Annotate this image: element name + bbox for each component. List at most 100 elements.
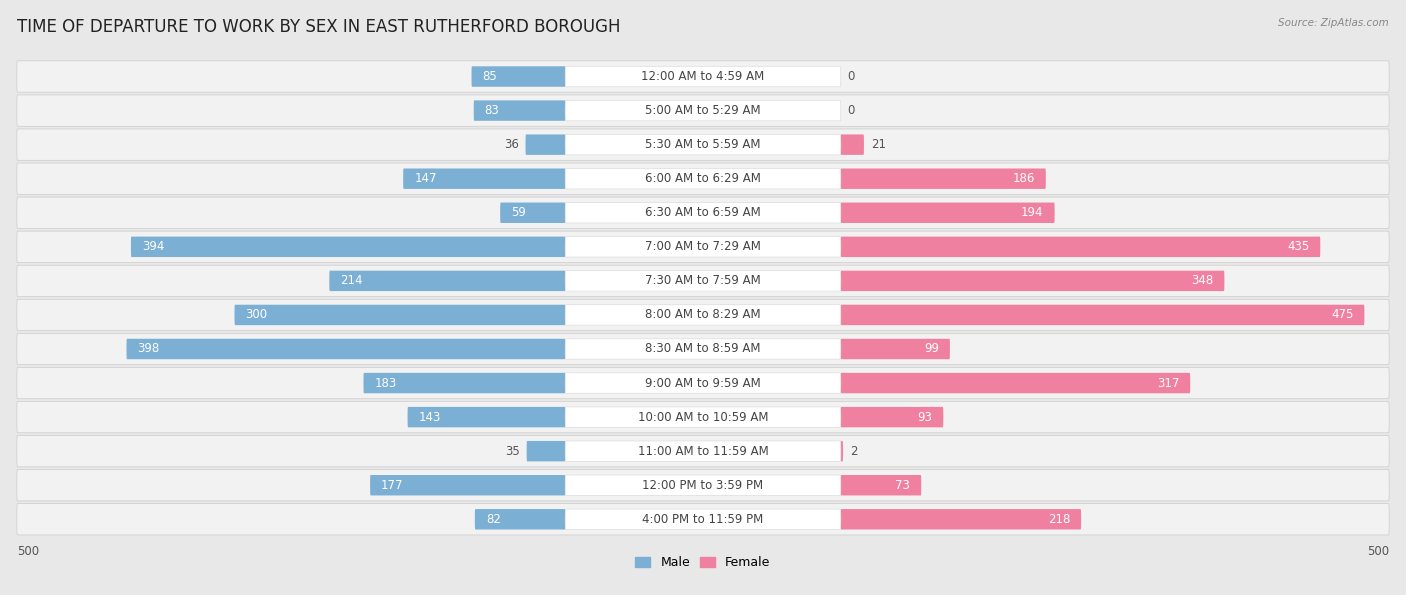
FancyBboxPatch shape bbox=[841, 271, 1225, 291]
Text: 8:30 AM to 8:59 AM: 8:30 AM to 8:59 AM bbox=[645, 343, 761, 355]
FancyBboxPatch shape bbox=[475, 509, 565, 530]
FancyBboxPatch shape bbox=[841, 202, 1054, 223]
FancyBboxPatch shape bbox=[17, 231, 1389, 262]
Text: 394: 394 bbox=[142, 240, 165, 253]
Text: 12:00 AM to 4:59 AM: 12:00 AM to 4:59 AM bbox=[641, 70, 765, 83]
FancyBboxPatch shape bbox=[565, 66, 841, 87]
Text: 143: 143 bbox=[419, 411, 441, 424]
Text: 7:30 AM to 7:59 AM: 7:30 AM to 7:59 AM bbox=[645, 274, 761, 287]
Text: 99: 99 bbox=[924, 343, 939, 355]
Text: 21: 21 bbox=[870, 138, 886, 151]
FancyBboxPatch shape bbox=[841, 407, 943, 427]
FancyBboxPatch shape bbox=[235, 305, 565, 325]
FancyBboxPatch shape bbox=[841, 509, 1081, 530]
Text: 214: 214 bbox=[340, 274, 363, 287]
FancyBboxPatch shape bbox=[565, 168, 841, 189]
FancyBboxPatch shape bbox=[17, 163, 1389, 195]
FancyBboxPatch shape bbox=[841, 441, 844, 461]
FancyBboxPatch shape bbox=[17, 436, 1389, 467]
FancyBboxPatch shape bbox=[841, 134, 863, 155]
FancyBboxPatch shape bbox=[370, 475, 565, 496]
Text: 147: 147 bbox=[415, 172, 437, 185]
Text: 300: 300 bbox=[246, 308, 267, 321]
FancyBboxPatch shape bbox=[17, 299, 1389, 331]
Text: 11:00 AM to 11:59 AM: 11:00 AM to 11:59 AM bbox=[638, 444, 768, 458]
Text: 317: 317 bbox=[1157, 377, 1180, 390]
FancyBboxPatch shape bbox=[565, 407, 841, 427]
Text: 59: 59 bbox=[512, 206, 526, 220]
FancyBboxPatch shape bbox=[565, 134, 841, 155]
Text: 186: 186 bbox=[1012, 172, 1035, 185]
Text: 6:00 AM to 6:29 AM: 6:00 AM to 6:29 AM bbox=[645, 172, 761, 185]
FancyBboxPatch shape bbox=[565, 202, 841, 223]
Text: 5:30 AM to 5:59 AM: 5:30 AM to 5:59 AM bbox=[645, 138, 761, 151]
FancyBboxPatch shape bbox=[17, 265, 1389, 296]
FancyBboxPatch shape bbox=[565, 237, 841, 257]
Text: 2: 2 bbox=[849, 444, 858, 458]
FancyBboxPatch shape bbox=[17, 503, 1389, 535]
Text: 398: 398 bbox=[138, 343, 160, 355]
Text: 5:00 AM to 5:29 AM: 5:00 AM to 5:29 AM bbox=[645, 104, 761, 117]
Text: 0: 0 bbox=[848, 104, 855, 117]
Text: 35: 35 bbox=[505, 444, 520, 458]
FancyBboxPatch shape bbox=[17, 61, 1389, 92]
Text: 85: 85 bbox=[482, 70, 498, 83]
Text: 435: 435 bbox=[1286, 240, 1309, 253]
FancyBboxPatch shape bbox=[841, 339, 950, 359]
FancyBboxPatch shape bbox=[565, 271, 841, 291]
Text: 36: 36 bbox=[503, 138, 519, 151]
Text: 6:30 AM to 6:59 AM: 6:30 AM to 6:59 AM bbox=[645, 206, 761, 220]
FancyBboxPatch shape bbox=[841, 373, 1191, 393]
Text: 4:00 PM to 11:59 PM: 4:00 PM to 11:59 PM bbox=[643, 513, 763, 526]
Text: 218: 218 bbox=[1047, 513, 1070, 526]
Text: 0: 0 bbox=[848, 70, 855, 83]
Text: 93: 93 bbox=[917, 411, 932, 424]
FancyBboxPatch shape bbox=[17, 402, 1389, 433]
Text: 73: 73 bbox=[896, 479, 910, 491]
FancyBboxPatch shape bbox=[364, 373, 565, 393]
Text: 82: 82 bbox=[486, 513, 501, 526]
Text: Source: ZipAtlas.com: Source: ZipAtlas.com bbox=[1278, 18, 1389, 28]
FancyBboxPatch shape bbox=[17, 367, 1389, 399]
FancyBboxPatch shape bbox=[565, 305, 841, 325]
Text: TIME OF DEPARTURE TO WORK BY SEX IN EAST RUTHERFORD BOROUGH: TIME OF DEPARTURE TO WORK BY SEX IN EAST… bbox=[17, 18, 620, 36]
Text: 183: 183 bbox=[374, 377, 396, 390]
FancyBboxPatch shape bbox=[565, 441, 841, 461]
Text: 194: 194 bbox=[1021, 206, 1043, 220]
Text: 500: 500 bbox=[17, 545, 39, 558]
Text: 8:00 AM to 8:29 AM: 8:00 AM to 8:29 AM bbox=[645, 308, 761, 321]
FancyBboxPatch shape bbox=[127, 339, 565, 359]
FancyBboxPatch shape bbox=[841, 305, 1364, 325]
FancyBboxPatch shape bbox=[565, 509, 841, 530]
FancyBboxPatch shape bbox=[527, 441, 565, 461]
Text: 9:00 AM to 9:59 AM: 9:00 AM to 9:59 AM bbox=[645, 377, 761, 390]
FancyBboxPatch shape bbox=[841, 475, 921, 496]
Text: 10:00 AM to 10:59 AM: 10:00 AM to 10:59 AM bbox=[638, 411, 768, 424]
FancyBboxPatch shape bbox=[841, 237, 1320, 257]
FancyBboxPatch shape bbox=[565, 373, 841, 393]
FancyBboxPatch shape bbox=[329, 271, 565, 291]
FancyBboxPatch shape bbox=[565, 339, 841, 359]
FancyBboxPatch shape bbox=[17, 469, 1389, 501]
FancyBboxPatch shape bbox=[474, 101, 565, 121]
FancyBboxPatch shape bbox=[404, 168, 565, 189]
Text: 348: 348 bbox=[1191, 274, 1213, 287]
FancyBboxPatch shape bbox=[17, 129, 1389, 160]
FancyBboxPatch shape bbox=[565, 101, 841, 121]
FancyBboxPatch shape bbox=[841, 168, 1046, 189]
FancyBboxPatch shape bbox=[471, 66, 565, 87]
FancyBboxPatch shape bbox=[17, 95, 1389, 126]
Text: 475: 475 bbox=[1331, 308, 1354, 321]
Text: 83: 83 bbox=[485, 104, 499, 117]
Text: 500: 500 bbox=[1367, 545, 1389, 558]
FancyBboxPatch shape bbox=[501, 202, 565, 223]
FancyBboxPatch shape bbox=[131, 237, 565, 257]
FancyBboxPatch shape bbox=[408, 407, 565, 427]
FancyBboxPatch shape bbox=[17, 197, 1389, 228]
Text: 7:00 AM to 7:29 AM: 7:00 AM to 7:29 AM bbox=[645, 240, 761, 253]
FancyBboxPatch shape bbox=[526, 134, 565, 155]
FancyBboxPatch shape bbox=[565, 475, 841, 496]
FancyBboxPatch shape bbox=[17, 333, 1389, 365]
Text: 177: 177 bbox=[381, 479, 404, 491]
Legend: Male, Female: Male, Female bbox=[630, 551, 776, 574]
